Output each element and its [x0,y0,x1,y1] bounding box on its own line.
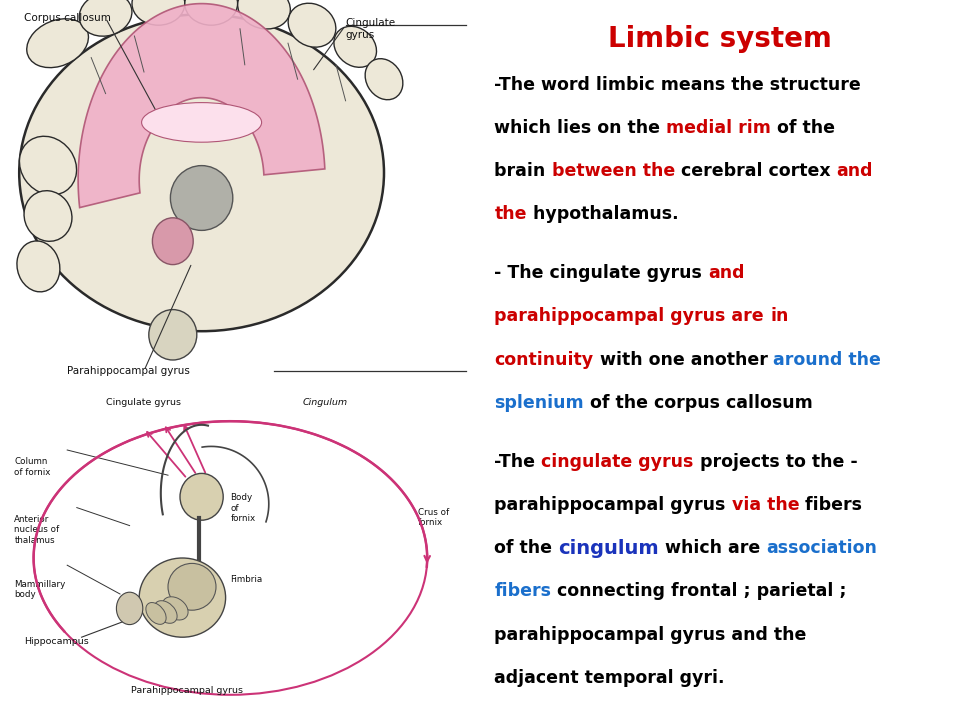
Text: fibers: fibers [494,582,551,600]
Ellipse shape [139,558,226,637]
Text: which are: which are [659,539,766,557]
Text: Fimbria: Fimbria [230,575,263,584]
Text: brain: brain [494,162,552,180]
Text: with one another: with one another [593,351,774,369]
Text: Limbic system: Limbic system [608,25,832,53]
Ellipse shape [180,474,223,520]
Text: cingulate gyrus: cingulate gyrus [541,453,694,471]
Text: which lies on the: which lies on the [494,119,666,137]
Ellipse shape [116,592,143,624]
Text: cingulum: cingulum [559,539,659,558]
Text: projects to the -: projects to the - [694,453,857,471]
Ellipse shape [17,241,60,292]
Text: parahippocampal gyrus and the: parahippocampal gyrus and the [494,626,806,644]
Ellipse shape [155,600,177,624]
Text: via the: via the [732,496,800,514]
Text: Mammillary
body: Mammillary body [14,580,65,599]
Ellipse shape [19,136,77,195]
Text: around the: around the [774,351,881,369]
Ellipse shape [132,0,184,25]
Text: connecting frontal ; parietal ;: connecting frontal ; parietal ; [551,582,847,600]
Ellipse shape [365,58,403,100]
Text: splenium: splenium [494,394,584,412]
Text: of the corpus callosum: of the corpus callosum [584,394,813,412]
Text: parahippocampal gyrus: parahippocampal gyrus [494,496,732,514]
Text: cerebral cortex: cerebral cortex [675,162,836,180]
Text: Cingulum: Cingulum [302,397,348,407]
Ellipse shape [238,0,290,29]
Ellipse shape [149,310,197,360]
Text: continuity: continuity [494,351,593,369]
Ellipse shape [80,0,132,36]
Ellipse shape [288,3,336,48]
Text: in: in [770,307,788,325]
Text: -The: -The [494,453,541,471]
Polygon shape [78,4,324,207]
Text: the: the [494,205,527,223]
Text: Hippocampus: Hippocampus [24,637,88,647]
Text: -The word limbic means the structure: -The word limbic means the structure [494,76,861,94]
Text: Crus of
fornix: Crus of fornix [418,508,448,527]
Text: hypothalamus.: hypothalamus. [527,205,679,223]
Text: - The cingulate gyrus: - The cingulate gyrus [494,264,708,282]
Text: Cingulate
gyrus: Cingulate gyrus [346,18,396,40]
Ellipse shape [24,191,72,241]
Text: of the: of the [494,539,559,557]
Ellipse shape [27,19,88,68]
Text: adjacent temporal gyri.: adjacent temporal gyri. [494,669,725,687]
Ellipse shape [168,563,216,611]
Text: fibers: fibers [800,496,862,514]
Text: of the: of the [771,119,835,137]
Ellipse shape [19,14,384,331]
Text: Column
of fornix: Column of fornix [14,457,51,477]
Text: association: association [766,539,877,557]
Text: and: and [708,264,745,282]
Text: Parahippocampal gyrus: Parahippocampal gyrus [132,685,243,695]
Text: Parahippocampal gyrus: Parahippocampal gyrus [67,366,190,376]
Text: and: and [836,162,873,180]
Ellipse shape [184,0,238,25]
Text: between the: between the [552,162,675,180]
Text: Corpus callosum: Corpus callosum [24,13,110,23]
Ellipse shape [334,27,376,67]
Text: medial rim: medial rim [666,119,771,137]
Text: Cingulate gyrus: Cingulate gyrus [107,397,181,407]
Ellipse shape [162,597,188,620]
Ellipse shape [153,217,193,264]
Ellipse shape [170,166,233,230]
Ellipse shape [146,603,166,624]
Text: Anterior
nucleus of
thalamus: Anterior nucleus of thalamus [14,515,60,544]
Text: Body
of
fornix: Body of fornix [230,493,255,523]
Text: parahippocampal gyrus are: parahippocampal gyrus are [494,307,770,325]
Ellipse shape [142,102,261,142]
